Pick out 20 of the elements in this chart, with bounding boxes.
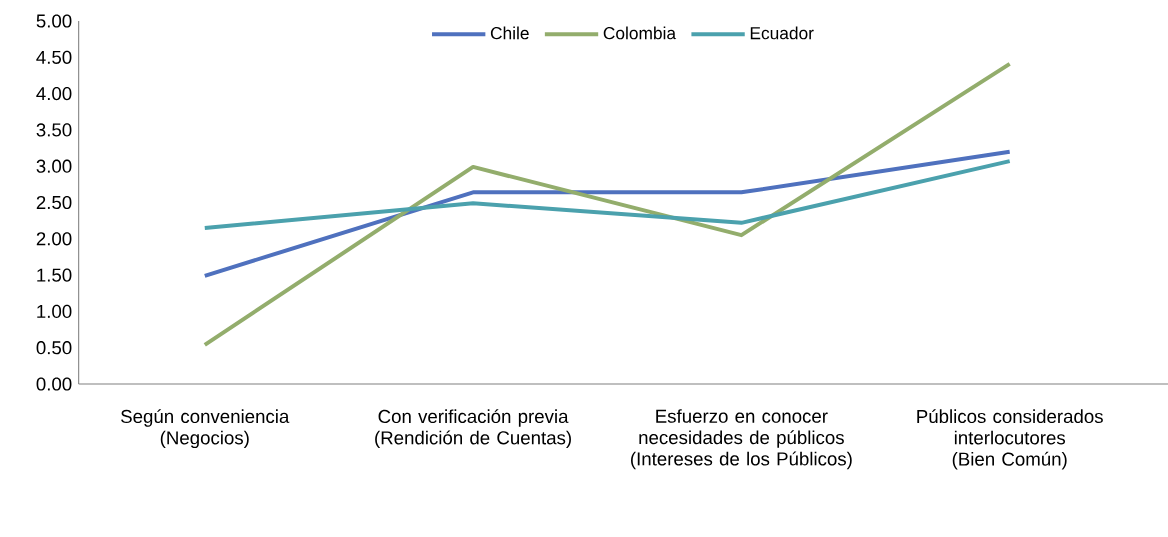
legend-label: Colombia: [603, 26, 677, 40]
line-series: [202, 61, 1012, 347]
legend-label: Ecuador: [750, 26, 814, 40]
line-series: [202, 159, 1012, 230]
x-tick-label: Esfuerzo en conocer necesidades de públicos (Intereses de los Públicos): [631, 409, 852, 470]
x-tick-label: Públicos considerados interlocutores (Bien Común): [917, 409, 1103, 470]
y-tick-label: 4.00: [36, 86, 72, 101]
y-tick-label: 5.00: [36, 14, 72, 28]
y-tick-label: 4.50: [36, 50, 72, 64]
y-tick-label: 2.00: [36, 232, 72, 246]
legend-label: Chile: [490, 26, 529, 40]
y-tick-label: 2.50: [36, 195, 72, 210]
x-tick-label: Según conveniencia (Negocios): [121, 409, 290, 449]
y-tick-label: 3.00: [36, 159, 72, 173]
y-tick-label: 0.50: [36, 341, 72, 355]
y-tick-label: 3.50: [36, 123, 72, 137]
y-tick-label: 0.00: [36, 377, 72, 391]
y-tick-label: 1.00: [37, 304, 72, 319]
y-tick-label: 1.50: [37, 268, 72, 282]
x-tick-label: Con verificación previa (Rendición de Cuentas): [375, 409, 571, 449]
